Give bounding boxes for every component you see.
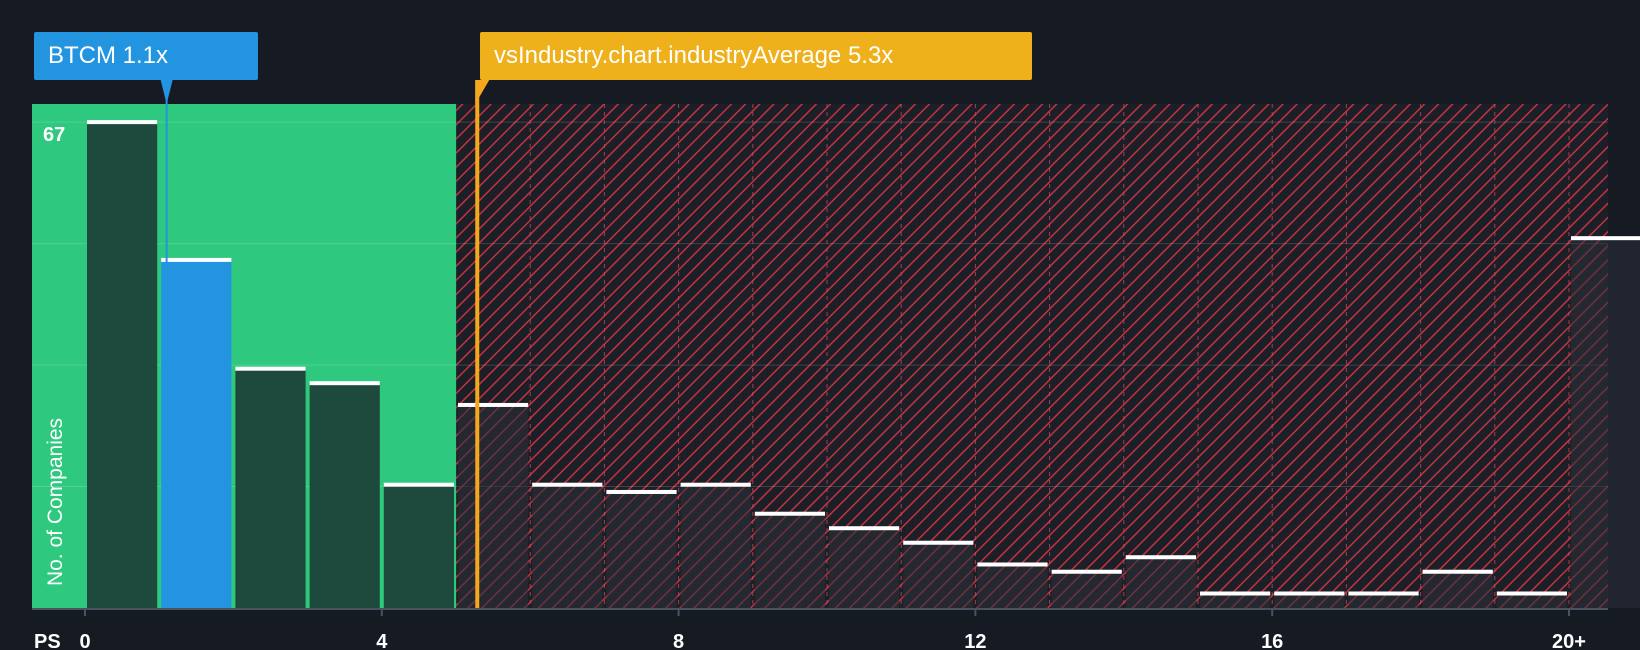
- bar-cap: [754, 511, 825, 516]
- x-tick-label: 4: [376, 631, 388, 650]
- bar-cap: [606, 489, 677, 494]
- histogram-bar: [458, 404, 529, 608]
- industry-average-line: [475, 80, 480, 608]
- x-tick-label: 0: [79, 631, 90, 650]
- histogram-bar: [1422, 571, 1493, 608]
- bar-cap: [1348, 591, 1419, 596]
- bar-cap: [458, 402, 529, 407]
- histogram-bar: [1571, 238, 1640, 609]
- histogram-bar: [532, 484, 603, 608]
- bar-cap: [1125, 555, 1196, 560]
- histogram-bar: [235, 368, 306, 608]
- company-callout: BTCM 1.1x: [34, 32, 258, 80]
- bar-cap: [235, 366, 306, 371]
- histogram-bar: [754, 513, 825, 608]
- histogram-bar: [606, 491, 677, 608]
- bar-cap: [680, 482, 751, 487]
- industry-average-callout: vsIndustry.chart.industryAverage 5.3x: [480, 32, 1032, 80]
- x-axis-label: PS: [34, 631, 61, 650]
- bar-cap: [1422, 569, 1493, 574]
- histogram-bar: [87, 122, 158, 609]
- x-tick-label: 12: [964, 631, 986, 650]
- x-tick-label: 8: [673, 631, 684, 650]
- bar-cap: [309, 381, 380, 386]
- bar-cap: [161, 257, 232, 262]
- histogram-bar: [1274, 593, 1345, 608]
- histogram-bar: [383, 484, 454, 608]
- histogram-bar: [977, 564, 1048, 608]
- bar-cap: [903, 540, 974, 545]
- x-tick-label: 16: [1261, 631, 1283, 650]
- bar-cap: [1571, 236, 1640, 241]
- bar-cap: [1051, 569, 1122, 574]
- bar-cap: [1274, 591, 1345, 596]
- company-bar: [161, 259, 232, 608]
- company-callout-arrow: [160, 80, 173, 104]
- histogram-bar: [829, 528, 900, 608]
- bar-cap: [532, 482, 603, 487]
- histogram-bar: [1496, 593, 1567, 608]
- industry-callout-arrow: [475, 80, 490, 104]
- bar-cap: [977, 562, 1048, 567]
- histogram-bar: [309, 383, 380, 608]
- bar-cap: [829, 526, 900, 531]
- y-tick-label: 67: [43, 124, 65, 146]
- histogram-bar: [1200, 593, 1271, 608]
- bar-cap: [87, 120, 158, 125]
- bar-cap: [1200, 591, 1271, 596]
- y-axis-label: No. of Companies: [44, 418, 67, 586]
- histogram-bar: [1051, 571, 1122, 608]
- histogram-bar: [1125, 557, 1196, 608]
- bar-cap: [1496, 591, 1567, 596]
- histogram-bar: [903, 542, 974, 608]
- histogram-bar: [1348, 593, 1419, 608]
- bar-cap: [383, 482, 454, 487]
- histogram-bar: [680, 484, 751, 608]
- x-tick-label: 20+: [1552, 631, 1586, 650]
